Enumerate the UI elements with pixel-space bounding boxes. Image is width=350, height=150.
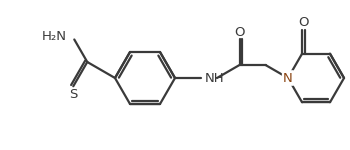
Text: O: O [234,26,245,39]
Text: O: O [298,16,308,29]
Text: N: N [283,72,293,84]
Text: N: N [283,72,293,84]
Text: H₂N: H₂N [41,30,66,43]
Text: NH: NH [205,72,225,84]
Text: S: S [69,88,77,101]
